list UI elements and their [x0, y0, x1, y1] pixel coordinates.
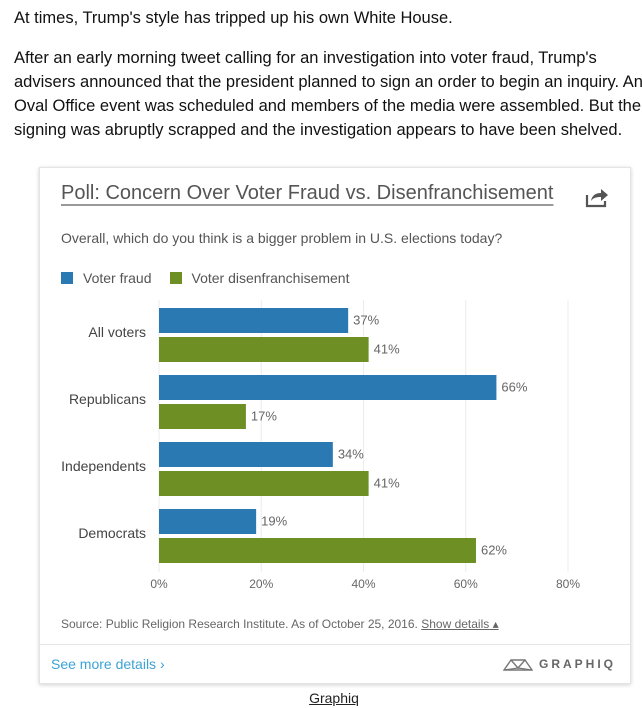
- chart-card: Poll: Concern Over Voter Fraud vs. Disen…: [39, 167, 631, 684]
- x-tick-label: 60%: [454, 577, 478, 591]
- bar-chart: 0% 20% 40% 60% 80% All voters 37% 41% Republican…: [61, 300, 580, 591]
- bar-disenfranchisement: [159, 471, 369, 496]
- source-text: Source: Public Religion Research Institu…: [61, 617, 418, 631]
- category-label: Democrats: [78, 525, 146, 541]
- legend-label: Voter disenfranchisement: [191, 270, 350, 286]
- bar-voter-fraud: [159, 442, 333, 467]
- data-label: 34%: [338, 447, 364, 462]
- bar-voter-fraud: [159, 509, 257, 534]
- data-label: 62%: [481, 543, 507, 558]
- chart-legend: Voter fraud Voter disenfranchisement: [61, 270, 367, 286]
- article-body: At times, Trump's style has tripped up h…: [14, 0, 642, 142]
- chart-question: Overall, which do you think is a bigger …: [61, 230, 503, 246]
- legend-label: Voter fraud: [83, 270, 152, 286]
- see-more-details-link[interactable]: See more details ›: [51, 656, 165, 672]
- article-paragraph-1: At times, Trump's style has tripped up h…: [14, 9, 453, 27]
- category-label: Republicans: [69, 391, 146, 407]
- brand-name: GRAPHIQ: [538, 657, 616, 671]
- graphiq-logo[interactable]: GRAPHIQ: [502, 657, 616, 671]
- bar-disenfranchisement: [159, 538, 476, 563]
- graphiq-logo-icon: [502, 658, 533, 671]
- article-line: signing was abruptly scrapped and the in…: [14, 121, 623, 139]
- show-details-link[interactable]: Show details ▴: [421, 617, 499, 631]
- chart-source: Source: Public Religion Research Institu…: [61, 617, 499, 631]
- legend-item-disenfranchisement[interactable]: Voter disenfranchisement: [169, 270, 350, 286]
- share-icon[interactable]: [584, 186, 610, 208]
- legend-swatch-disenfranchisement: [169, 272, 182, 284]
- bar-voter-fraud: [159, 308, 349, 333]
- category-label: All voters: [88, 324, 146, 340]
- footer-divider: [40, 644, 630, 645]
- data-label: 66%: [501, 380, 527, 395]
- x-tick-label: 20%: [249, 577, 273, 591]
- data-label: 19%: [261, 514, 287, 529]
- data-label: 17%: [251, 409, 277, 424]
- bar-disenfranchisement: [159, 404, 246, 429]
- data-label: 37%: [353, 313, 379, 328]
- legend-item-voter-fraud[interactable]: Voter fraud: [61, 270, 152, 286]
- show-details-label: Show details: [421, 617, 490, 631]
- legend-swatch-voter-fraud: [61, 272, 73, 284]
- article-line: Oval Office event was scheduled and memb…: [14, 97, 642, 115]
- x-tick-label: 0%: [150, 577, 168, 591]
- article-paragraph-2: After an early morning tweet calling for…: [14, 46, 642, 142]
- graphiq-credit-link[interactable]: Graphiq: [309, 690, 359, 708]
- chart-title[interactable]: Poll: Concern Over Voter Fraud vs. Disen…: [61, 182, 554, 204]
- credit-label: Graphiq: [309, 690, 359, 706]
- article-line: After an early morning tweet calling for…: [14, 49, 597, 67]
- bar-voter-fraud: [159, 375, 497, 400]
- bar-disenfranchisement: [159, 337, 369, 362]
- x-tick-label: 80%: [556, 577, 580, 591]
- data-label: 41%: [374, 476, 400, 491]
- x-tick-label: 40%: [351, 577, 375, 591]
- category-label: Independents: [61, 458, 146, 474]
- data-label: 41%: [374, 342, 400, 357]
- article-line: advisers announced that the president pl…: [14, 73, 642, 91]
